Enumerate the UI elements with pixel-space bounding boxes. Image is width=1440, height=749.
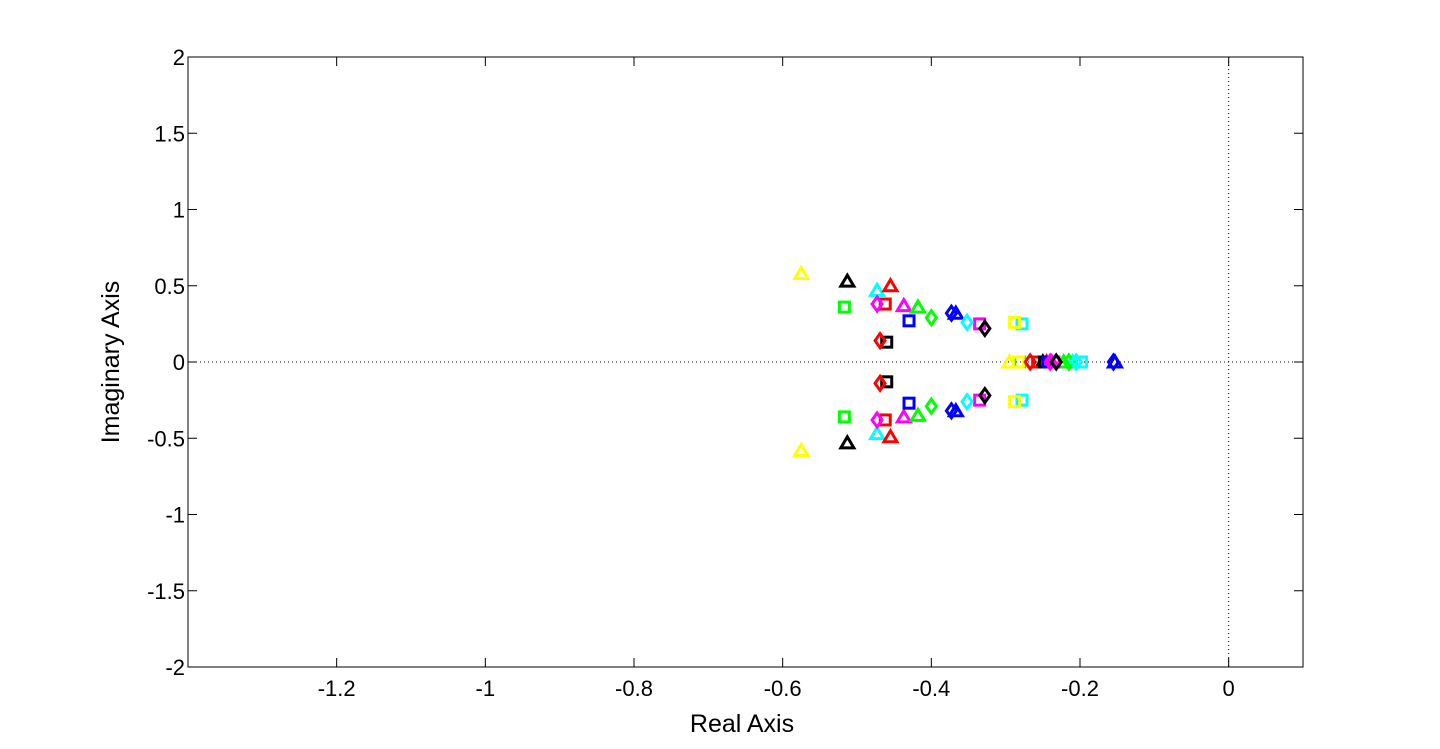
x-tick-label: -1.2 [318, 676, 356, 701]
data-point-square [902, 396, 916, 410]
data-point-triangle [838, 433, 857, 450]
data-point-triangle [792, 441, 811, 457]
data-point-diamond [870, 410, 884, 430]
y-tick-label: -2 [165, 655, 185, 680]
x-tick-label: -0.6 [764, 676, 802, 701]
data-point-square [1008, 315, 1022, 329]
x-axis-label: Real Axis [690, 710, 794, 738]
data-point-diamond [978, 385, 992, 406]
data-point-triangle [838, 272, 857, 288]
y-tick-label: 2 [173, 45, 185, 70]
data-point-diamond [873, 373, 887, 393]
x-tick-label: -1 [476, 676, 496, 701]
data-point-diamond [873, 331, 887, 351]
data-point-square [837, 300, 851, 314]
data-point-diamond [1069, 352, 1084, 372]
y-tick-label: -0.5 [147, 426, 185, 451]
data-point-triangle [881, 427, 900, 444]
data-point-square [880, 335, 894, 349]
data-point-triangle [881, 276, 900, 293]
data-point-triangle [946, 304, 965, 320]
data-point-diamond [944, 401, 959, 421]
reference-lines [188, 57, 1303, 667]
data-point-square [837, 410, 851, 424]
y-tick-label: 1 [173, 198, 185, 223]
data-point-square [902, 314, 916, 328]
x-tick-labels: -1.2 -1 -0.8 -0.6 -0.4 -0.2 0 [318, 676, 1235, 701]
data-point-diamond [1049, 352, 1064, 372]
data-point-diamond [960, 392, 974, 412]
data-point-diamond [1023, 352, 1038, 372]
x-tick-label: 0 [1223, 676, 1235, 701]
data-point-diamond [924, 308, 939, 328]
y-tick-label: -1 [165, 503, 185, 528]
x-tick-label: -0.2 [1061, 676, 1099, 701]
data-point-square [1074, 355, 1088, 369]
data-point-diamond [870, 294, 884, 314]
data-point-square [1015, 317, 1029, 331]
data-point-square [880, 375, 894, 389]
data-point-triangle [867, 424, 887, 441]
data-point-diamond [924, 396, 939, 416]
axis-ticks [188, 56, 1303, 668]
y-tick-label: 0.5 [154, 274, 185, 299]
data-markers [792, 264, 1125, 457]
data-point-triangle [908, 406, 928, 422]
data-point-diamond [944, 303, 959, 323]
data-point-square [1015, 393, 1029, 407]
data-point-triangle [894, 407, 913, 424]
x-tick-label: -0.4 [912, 676, 950, 701]
data-point-triangle [908, 298, 928, 314]
plot-frame [187, 56, 1304, 668]
data-point-square [1008, 395, 1022, 409]
data-point-triangle [894, 296, 913, 313]
x-tick-label: -0.8 [615, 676, 653, 701]
y-tick-label: 1.5 [154, 121, 185, 146]
y-axis-label: Imaginary Axis [97, 281, 125, 444]
plot-area [188, 57, 1303, 667]
data-point-triangle [946, 401, 965, 418]
y-tick-labels: 2 1.5 1 0.5 0 -0.5 -1 -1.5 -2 [147, 45, 185, 680]
data-point-diamond [1106, 352, 1121, 372]
y-tick-label: -1.5 [147, 579, 185, 604]
data-point-square [1011, 355, 1025, 369]
y-tick-label: 0 [173, 350, 185, 375]
data-point-diamond [960, 312, 974, 332]
data-point-triangle [792, 264, 811, 281]
data-point-diamond [978, 318, 992, 339]
